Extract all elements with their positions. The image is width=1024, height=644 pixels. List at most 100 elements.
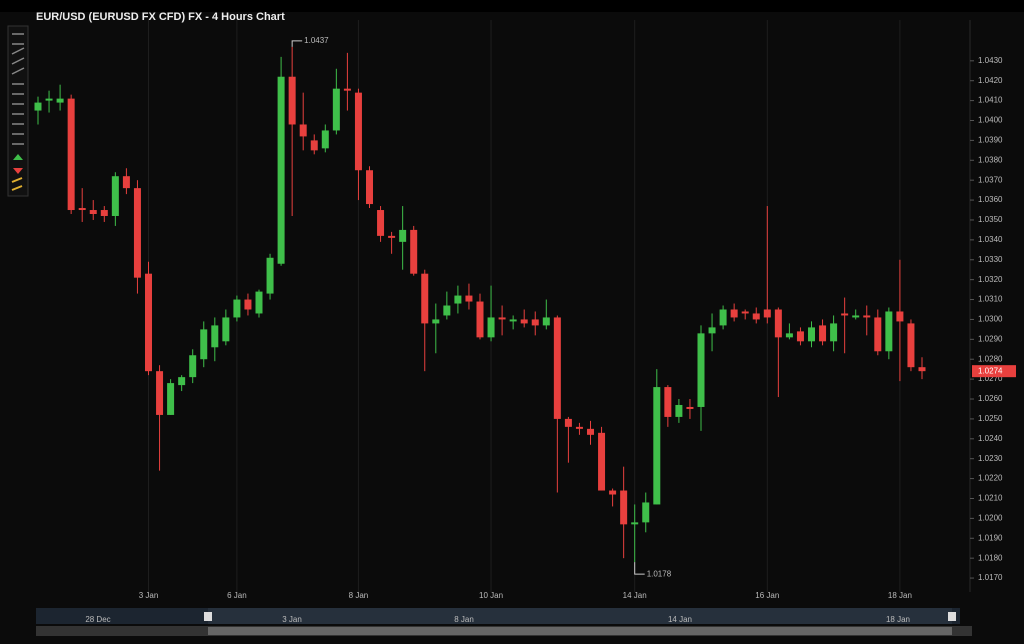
candle-body bbox=[122, 176, 130, 189]
candle-body bbox=[465, 295, 473, 302]
navigator-label: 14 Jan bbox=[668, 615, 692, 624]
candle-body bbox=[598, 432, 606, 491]
pen-icons bbox=[11, 177, 23, 191]
candle-body bbox=[133, 188, 141, 278]
candle-body bbox=[564, 418, 572, 427]
down-arrow-icon bbox=[13, 168, 23, 174]
candle-body bbox=[697, 333, 705, 407]
candle-body bbox=[796, 331, 804, 342]
candle-body bbox=[896, 311, 904, 322]
x-tick-label: 14 Jan bbox=[623, 591, 647, 600]
candle-body bbox=[509, 319, 517, 322]
x-tick-label: 16 Jan bbox=[755, 591, 779, 600]
y-tick-label: 1.0300 bbox=[978, 315, 1003, 324]
candle-body bbox=[907, 323, 915, 368]
last-price-tag bbox=[972, 365, 1016, 378]
candle-body bbox=[310, 140, 318, 151]
candle-body bbox=[443, 305, 451, 316]
candle-body bbox=[321, 130, 329, 149]
candle-body bbox=[167, 383, 175, 415]
y-tick-label: 1.0270 bbox=[978, 374, 1003, 383]
candle-body bbox=[233, 299, 241, 318]
candle-body bbox=[874, 317, 882, 352]
candle-body bbox=[366, 170, 373, 205]
navigator-handle[interactable] bbox=[204, 612, 212, 621]
x-tick-label: 8 Jan bbox=[349, 591, 369, 600]
candle-body bbox=[863, 315, 871, 318]
candle-body bbox=[841, 313, 849, 316]
y-tick-label: 1.0200 bbox=[978, 513, 1003, 522]
annotation-leader bbox=[634, 562, 645, 575]
candle-body bbox=[476, 301, 484, 338]
candle-body bbox=[520, 319, 528, 324]
candle-body bbox=[885, 311, 893, 352]
scrollbar-thumb[interactable] bbox=[208, 627, 952, 635]
candle-body bbox=[553, 317, 561, 419]
candle-body bbox=[399, 229, 407, 242]
candle-body bbox=[575, 426, 583, 429]
candle-body bbox=[620, 490, 628, 525]
candle-body bbox=[454, 295, 462, 304]
navigator-window[interactable] bbox=[208, 608, 952, 624]
candle-body bbox=[808, 327, 815, 342]
candle-body bbox=[388, 235, 396, 238]
candle-body bbox=[664, 387, 672, 417]
candle-body bbox=[730, 309, 738, 318]
navigator-label: 3 Jan bbox=[282, 615, 302, 624]
candle-body bbox=[774, 309, 782, 338]
candle-body bbox=[785, 333, 793, 338]
candle-body bbox=[299, 124, 307, 137]
up-arrow-icon bbox=[13, 154, 23, 160]
candle-body bbox=[719, 309, 727, 326]
y-tick-label: 1.0340 bbox=[978, 235, 1003, 244]
candle-body bbox=[609, 490, 617, 495]
candle-body bbox=[819, 325, 827, 342]
x-tick-label: 10 Jan bbox=[479, 591, 503, 600]
y-tick-label: 1.0420 bbox=[978, 76, 1003, 85]
y-tick-label: 1.0170 bbox=[978, 573, 1003, 582]
candle-body bbox=[277, 76, 285, 264]
candle-body bbox=[67, 98, 75, 211]
candle-body bbox=[56, 98, 64, 103]
top-bar bbox=[0, 0, 1024, 12]
candle-body bbox=[918, 367, 926, 372]
candle-body bbox=[34, 102, 42, 111]
navigator-handle[interactable] bbox=[948, 612, 956, 621]
candle-body bbox=[78, 208, 86, 211]
y-tick-label: 1.0230 bbox=[978, 454, 1003, 463]
navigator-label: 28 Dec bbox=[85, 615, 110, 624]
y-tick-label: 1.0260 bbox=[978, 394, 1003, 403]
candle-body bbox=[498, 317, 506, 320]
y-tick-label: 1.0190 bbox=[978, 533, 1003, 542]
annotation-leader bbox=[291, 40, 303, 47]
y-tick-label: 1.0180 bbox=[978, 553, 1003, 562]
y-tick-label: 1.0250 bbox=[978, 414, 1003, 423]
candle-body bbox=[354, 92, 362, 171]
y-tick-label: 1.0380 bbox=[978, 155, 1003, 164]
candle-body bbox=[653, 387, 661, 505]
candle-body bbox=[830, 323, 838, 342]
candle-body bbox=[266, 257, 274, 294]
toolbar[interactable] bbox=[7, 25, 29, 197]
candle-body bbox=[178, 377, 186, 386]
candle-body bbox=[410, 229, 418, 274]
x-tick-label: 6 Jan bbox=[227, 591, 247, 600]
y-tick-label: 1.0290 bbox=[978, 334, 1003, 343]
candle-body bbox=[100, 210, 108, 216]
y-tick-label: 1.0370 bbox=[978, 175, 1003, 184]
candle-body bbox=[244, 299, 252, 310]
candle-body bbox=[686, 406, 694, 409]
chart-title: EUR/USD (EURUSD FX CFD) FX - 4 Hours Cha… bbox=[36, 11, 285, 23]
y-tick-label: 1.0310 bbox=[978, 295, 1003, 304]
y-tick-label: 1.0410 bbox=[978, 96, 1003, 105]
candle-body bbox=[343, 88, 351, 91]
annotation-label: 1.0437 bbox=[304, 36, 329, 45]
y-tick-label: 1.0320 bbox=[978, 275, 1003, 284]
candle-body bbox=[531, 319, 539, 326]
candle-body bbox=[763, 309, 771, 318]
candle-body bbox=[288, 76, 296, 125]
candle-body bbox=[741, 311, 749, 314]
candle-body bbox=[432, 319, 440, 324]
candle-body bbox=[587, 428, 594, 435]
